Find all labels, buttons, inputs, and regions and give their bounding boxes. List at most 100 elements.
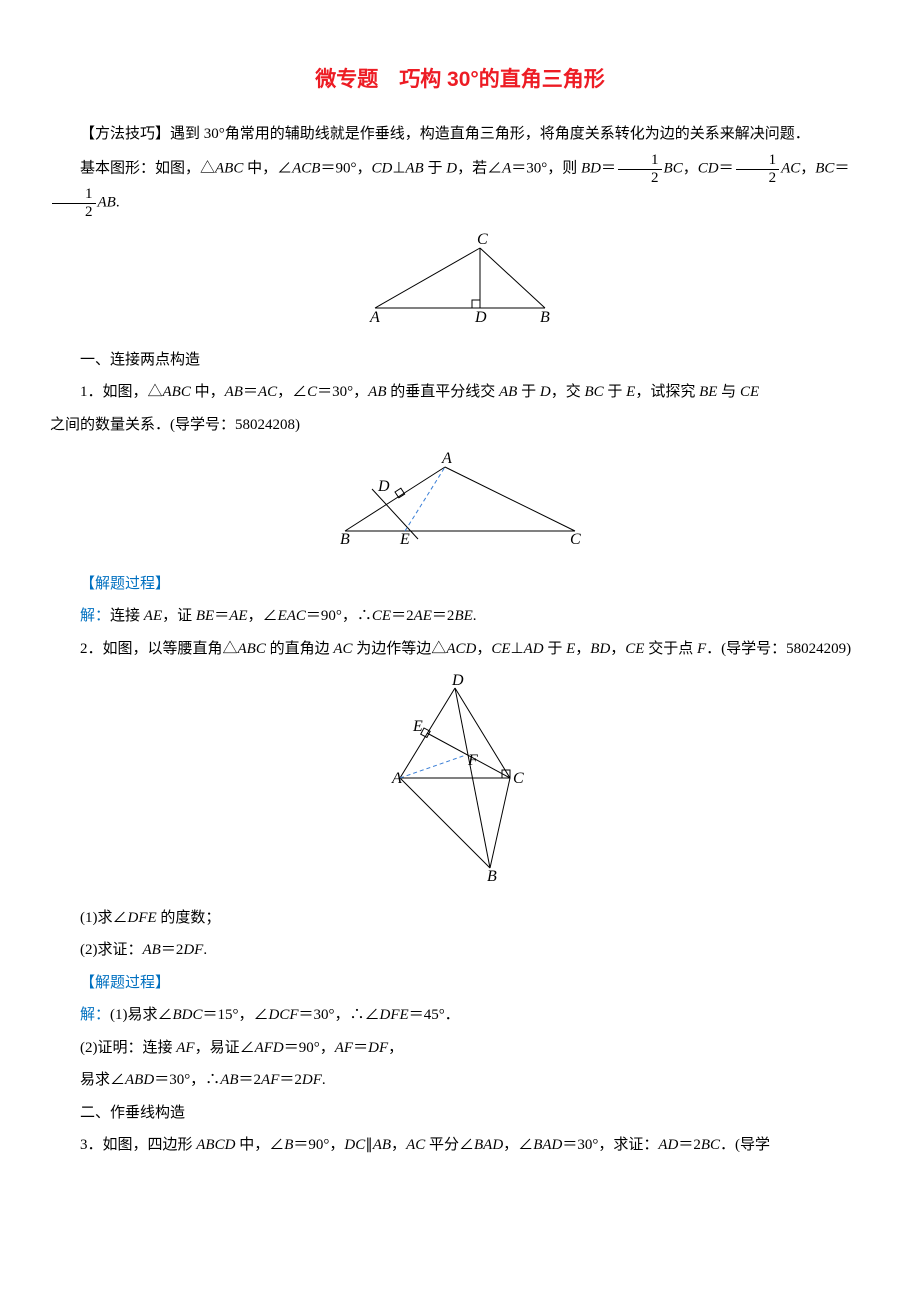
- text: 2．如图，以等腰直角△: [80, 641, 238, 657]
- text: ⊥: [392, 161, 405, 177]
- svg-text:E: E: [399, 531, 410, 548]
- text: ＝2: [161, 942, 184, 958]
- svg-text:F: F: [467, 752, 478, 769]
- var: D: [446, 161, 457, 177]
- svg-text:D: D: [451, 673, 464, 689]
- text: .: [203, 942, 207, 958]
- text: ，试探究: [635, 384, 699, 400]
- question-2-part1: (1)求∠DFE 的度数；: [50, 904, 870, 933]
- text: ＝30°，∴: [154, 1072, 220, 1088]
- var: CE: [372, 608, 391, 624]
- text: 于: [544, 641, 567, 657]
- text: ＝90°，: [320, 161, 371, 177]
- text: ＝90°，∴: [306, 608, 372, 624]
- var: ABCD: [196, 1137, 235, 1153]
- var: AF: [176, 1040, 194, 1056]
- var: AB: [143, 942, 161, 958]
- var: AE: [229, 608, 247, 624]
- var: ABD: [125, 1072, 154, 1088]
- text: ，∠: [277, 384, 307, 400]
- text: 平分∠: [425, 1137, 474, 1153]
- var: BD: [581, 161, 601, 177]
- text: ，: [610, 641, 625, 657]
- text: 中，∠: [235, 1137, 284, 1153]
- text: ＝2: [391, 608, 414, 624]
- text: ∥: [365, 1137, 373, 1153]
- svg-text:B: B: [487, 868, 497, 883]
- var: CE: [491, 641, 510, 657]
- var: BC: [815, 161, 834, 177]
- var: AD: [524, 641, 544, 657]
- page-title: 微专题 巧构 30°的直角三角形: [50, 60, 870, 100]
- section-1-title: 一、连接两点构造: [50, 346, 870, 375]
- question-2-part2: (2)求证：AB＝2DF.: [50, 936, 870, 965]
- text: .: [322, 1072, 326, 1088]
- fraction: 12: [52, 186, 96, 220]
- text: ＝2: [432, 608, 455, 624]
- var: AF: [335, 1040, 353, 1056]
- text: 易求∠: [80, 1072, 125, 1088]
- sol-prefix: 解：: [80, 608, 110, 624]
- text: ＝: [601, 161, 616, 177]
- text: ，∠: [503, 1137, 533, 1153]
- text: ＝45°．: [409, 1007, 460, 1023]
- var: BE: [454, 608, 472, 624]
- var: ABC: [215, 161, 243, 177]
- text: 为边作等边△: [353, 641, 447, 657]
- var: DFE: [380, 1007, 409, 1023]
- var: BE: [196, 608, 214, 624]
- var: AB: [98, 195, 116, 211]
- text: ＝30°，求证：: [562, 1137, 658, 1153]
- text: ，: [476, 641, 491, 657]
- text: 于: [424, 161, 447, 177]
- text: ＝2: [279, 1072, 302, 1088]
- var: BC: [664, 161, 683, 177]
- var: E: [626, 384, 635, 400]
- solution-label-2: 【解题过程】: [50, 969, 870, 998]
- var: B: [284, 1137, 293, 1153]
- text: ．(导学: [720, 1137, 770, 1153]
- svg-text:C: C: [570, 531, 581, 548]
- text: ＝15°，∠: [203, 1007, 269, 1023]
- question-2: 2．如图，以等腰直角△ABC 的直角边 AC 为边作等边△ACD，CE⊥AD 于…: [50, 635, 870, 664]
- text: ＝30°，则: [511, 161, 581, 177]
- var: DF: [302, 1072, 322, 1088]
- var: DFE: [128, 910, 157, 926]
- text: ＝: [214, 608, 229, 624]
- svg-text:A: A: [369, 309, 380, 325]
- var: DC: [344, 1137, 365, 1153]
- text: ，: [388, 1040, 403, 1056]
- var: BDC: [173, 1007, 203, 1023]
- var: ACB: [292, 161, 320, 177]
- text: ，∠: [248, 608, 278, 624]
- basic-figure-paragraph: 基本图形：如图，△ABC 中，∠ACB＝90°，CD⊥AB 于 D，若∠A＝30…: [50, 152, 870, 220]
- fraction: 12: [618, 152, 662, 186]
- text: ＝90°，: [293, 1137, 344, 1153]
- var: AC: [258, 384, 277, 400]
- text: ．(导学号：58024209): [706, 641, 851, 657]
- var: AB: [499, 384, 517, 400]
- text: .: [473, 608, 477, 624]
- text: 的垂直平分线交: [387, 384, 500, 400]
- text: ＝: [834, 161, 849, 177]
- var: AE: [414, 608, 432, 624]
- var: BE: [699, 384, 717, 400]
- text: 1．如图，△: [80, 384, 163, 400]
- text: .: [116, 195, 120, 211]
- text: 交于点: [644, 641, 697, 657]
- text: ＝: [719, 161, 734, 177]
- var: D: [540, 384, 551, 400]
- text: ＝2: [239, 1072, 262, 1088]
- text: 与: [717, 384, 740, 400]
- var: E: [566, 641, 575, 657]
- fraction: 12: [736, 152, 780, 186]
- svg-text:E: E: [412, 718, 423, 735]
- text: ，: [391, 1137, 406, 1153]
- var: EAC: [278, 608, 306, 624]
- var: AB: [368, 384, 386, 400]
- text: ，: [800, 161, 815, 177]
- var: ACD: [446, 641, 476, 657]
- text: ，交: [551, 384, 585, 400]
- section-2-title: 二、作垂线构造: [50, 1099, 870, 1128]
- var: BAD: [533, 1137, 562, 1153]
